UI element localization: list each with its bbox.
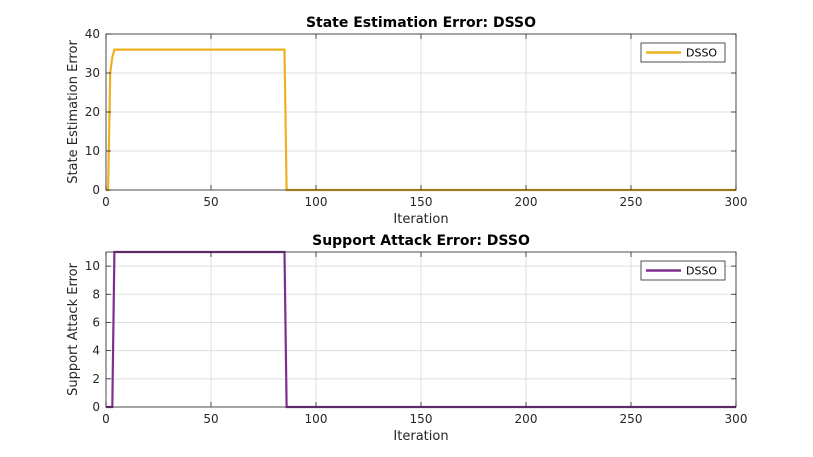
attack-error-x-tick-label: 0 (102, 412, 110, 426)
state-error-x-tick-label: 300 (725, 195, 748, 209)
attack-error-x-tick-label: 100 (305, 412, 328, 426)
attack-error-x-axis-label: Iteration (393, 429, 448, 444)
state-error-legend: DSSO (640, 42, 726, 63)
attack-error-x-tick-label: 50 (203, 412, 218, 426)
attack-error-x-tick-label: 150 (410, 412, 433, 426)
support-attack-error-plot: 0 50 100 150 200 250 300 0 2 4 6 8 10 Support Attack … (66, 233, 747, 444)
state-error-x-tick-label: 50 (203, 195, 218, 209)
attack-error-legend: DSSO (640, 260, 726, 281)
state-error-y-tick-label: 30 (85, 66, 100, 80)
attack-error-x-tick-label: 300 (725, 412, 748, 426)
state-error-title: State Estimation Error: DSSO (306, 15, 536, 31)
attack-error-y-tick-label: 8 (92, 287, 100, 301)
state-error-x-tick-label: 250 (620, 195, 643, 209)
state-error-y-tick-label: 20 (85, 105, 100, 119)
attack-error-x-tick-label: 200 (515, 412, 538, 426)
state-error-x-axis-label: Iteration (393, 212, 448, 227)
attack-error-title: Support Attack Error: DSSO (312, 233, 530, 249)
state-estimation-error-plot: 0 50 100 150 200 250 300 0 10 20 30 40 State Estimat… (66, 15, 747, 227)
attack-error-y-tick-label: 4 (92, 344, 100, 358)
state-error-y-tick-label: 40 (85, 27, 100, 41)
attack-error-y-tick-label: 6 (92, 315, 100, 329)
state-error-legend-label: DSSO (686, 47, 717, 60)
state-error-y-tick-label: 10 (85, 144, 100, 158)
attack-error-y-tick-label: 0 (92, 400, 100, 414)
state-error-y-tick-label: 0 (92, 183, 100, 197)
state-error-y-axis-label: State Estimation Error (66, 40, 81, 184)
state-error-x-tick-label: 150 (410, 195, 433, 209)
attack-error-x-tick-label: 250 (620, 412, 643, 426)
attack-error-legend-label: DSSO (686, 265, 717, 278)
state-error-x-tick-label: 0 (102, 195, 110, 209)
state-error-x-tick-label: 100 (305, 195, 328, 209)
state-error-x-tick-label: 200 (515, 195, 538, 209)
attack-error-y-tick-label: 2 (92, 372, 100, 386)
state-error-series-line (106, 48, 736, 192)
attack-error-legend-box (640, 260, 726, 281)
attack-error-y-tick-label: 10 (85, 259, 100, 273)
attack-error-y-axis-label: Support Attack Error (66, 262, 81, 395)
state-error-legend-box (640, 42, 726, 63)
